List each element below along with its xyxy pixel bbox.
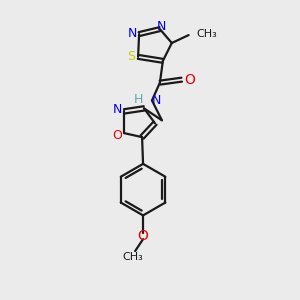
Text: N: N — [112, 103, 122, 116]
Text: N: N — [152, 94, 161, 107]
Text: N: N — [128, 27, 137, 40]
Text: N: N — [157, 20, 167, 33]
Text: O: O — [112, 129, 122, 142]
Text: CH₃: CH₃ — [196, 29, 217, 39]
Text: O: O — [138, 229, 148, 243]
Text: CH₃: CH₃ — [123, 252, 143, 262]
Text: H: H — [134, 93, 143, 106]
Text: S: S — [127, 50, 135, 63]
Text: O: O — [184, 73, 195, 87]
